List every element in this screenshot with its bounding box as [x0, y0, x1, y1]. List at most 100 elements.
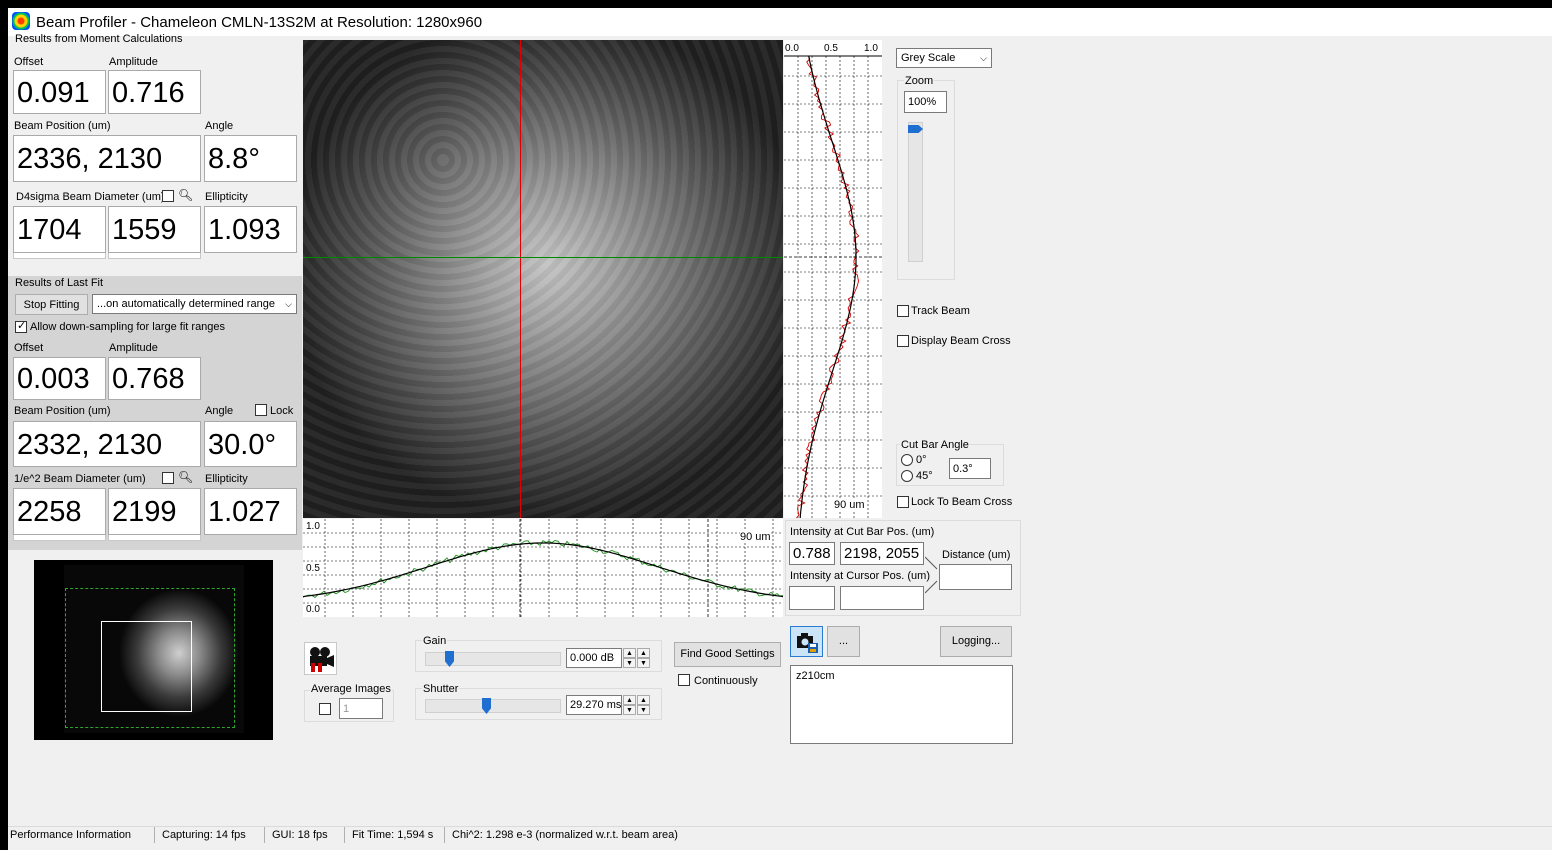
- downsampling-label: Allow down-sampling for large fit ranges: [30, 321, 226, 333]
- angle-45-label: 45°: [916, 470, 933, 482]
- fit-range-select[interactable]: ...on automatically determined range ⌵: [92, 294, 297, 314]
- angle-45-radio[interactable]: [901, 470, 913, 482]
- track-beam-label: Track Beam: [911, 305, 970, 317]
- gain-down-fast-icon[interactable]: ▼: [637, 658, 650, 668]
- moment-section-title: Results from Moment Calculations: [15, 33, 183, 45]
- fit-ellipticity-value: 1.027: [204, 488, 297, 535]
- colormap-chevron-down-icon: ⌵: [980, 53, 987, 63]
- horizontal-profile-svg: [303, 519, 783, 617]
- status-fit-time: Fit Time: 1,594 s: [352, 829, 434, 841]
- shutter-slider-track[interactable]: [425, 698, 561, 714]
- fit-offset-label: Offset: [14, 342, 44, 354]
- title-bar: [8, 8, 1552, 36]
- cursor-intensity-label: Intensity at Cursor Pos. (um): [790, 570, 930, 582]
- moment-offset-label: Offset: [14, 56, 44, 68]
- average-images-input[interactable]: 1: [339, 698, 383, 719]
- fit-diameter-x-bar: [13, 535, 106, 541]
- vprof-tick-0: 0.0: [785, 43, 799, 54]
- continuously-checkbox[interactable]: [678, 674, 690, 686]
- status-separator: [154, 827, 155, 843]
- shutter-down-fast-icon[interactable]: ▼: [637, 705, 650, 715]
- thumbnail-beam: [64, 565, 244, 733]
- gain-up-icon[interactable]: ▲: [623, 648, 636, 658]
- gain-down-icon[interactable]: ▼: [623, 658, 636, 668]
- moment-diameter-checkbox[interactable]: [162, 190, 174, 202]
- video-camera-icon: [310, 647, 334, 672]
- status-separator: [444, 827, 445, 843]
- display-beam-cross-checkbox[interactable]: [897, 335, 909, 347]
- moment-diameter-y: 1559: [108, 206, 201, 253]
- shutter-up-fast-icon[interactable]: ▲: [637, 695, 650, 705]
- moment-amplitude-label: Amplitude: [109, 56, 158, 68]
- moment-position-value: 2336, 2130: [13, 135, 201, 182]
- status-separator: [264, 827, 265, 843]
- beam-image[interactable]: [303, 40, 783, 518]
- cursor-position-value: [840, 586, 924, 610]
- snapshot-button[interactable]: [790, 626, 823, 657]
- zoom-slider-track[interactable]: [908, 122, 923, 262]
- horizontal-profile-plot[interactable]: 1.0 0.5 0.0 90 um: [303, 519, 783, 617]
- colormap-select-value: Grey Scale: [901, 52, 956, 64]
- moment-position-label: Beam Position (um): [14, 120, 111, 132]
- moment-offset-value: 0.091: [13, 70, 106, 114]
- shutter-slider-thumb[interactable]: [482, 698, 491, 714]
- fit-angle-label: Angle: [205, 405, 234, 417]
- fit-amplitude-value: 0.768: [108, 357, 201, 400]
- find-good-settings-button[interactable]: Find Good Settings: [674, 642, 781, 667]
- crosshair-vertical[interactable]: [520, 40, 521, 518]
- zoom-input[interactable]: 100%: [904, 91, 947, 113]
- shutter-input[interactable]: 29.270 ms: [566, 695, 622, 715]
- angle-0-radio[interactable]: [901, 454, 913, 466]
- angle-0-label: 0°: [916, 454, 927, 466]
- gain-slider-thumb[interactable]: [445, 651, 454, 667]
- moment-ellipticity-value: 1.093: [204, 206, 297, 253]
- gain-slider-track[interactable]: [425, 651, 561, 667]
- average-images-checkbox[interactable]: [319, 703, 331, 715]
- moment-angle-value: 8.8°: [204, 135, 297, 182]
- gain-input[interactable]: 0.000 dB: [566, 648, 622, 668]
- zoom-slider-thumb[interactable]: [908, 125, 923, 133]
- track-beam-checkbox[interactable]: [897, 305, 909, 317]
- camera-save-icon: [797, 633, 818, 653]
- cursor-intensity-value: [789, 586, 835, 610]
- moment-diameter-y-bar: [108, 253, 201, 259]
- logging-button[interactable]: Logging...: [940, 626, 1012, 657]
- zoom-label: Zoom: [904, 75, 935, 87]
- lock-beam-cross-checkbox[interactable]: [897, 496, 909, 508]
- shutter-down-icon[interactable]: ▼: [623, 705, 636, 715]
- gain-up-fast-icon[interactable]: ▲: [637, 648, 650, 658]
- fit-lock-checkbox[interactable]: [255, 404, 267, 416]
- stop-fitting-button[interactable]: Stop Fitting: [15, 294, 88, 315]
- crosshair-horizontal[interactable]: [303, 257, 783, 258]
- moment-diameter-x: 1704: [13, 206, 106, 253]
- fit-section-title: Results of Last Fit: [15, 277, 104, 289]
- hprof-fit-curve: [303, 542, 783, 598]
- chevron-down-icon: ⌵: [285, 299, 292, 309]
- overview-thumbnail[interactable]: [34, 560, 273, 740]
- cut-bar-angle-input[interactable]: 0.3°: [949, 458, 991, 479]
- vprof-fit-curve: [799, 55, 857, 518]
- vertical-profile-plot[interactable]: 0.0 0.5 1.0 90 um: [784, 40, 882, 518]
- video-record-button[interactable]: [304, 642, 337, 675]
- fit-diameter-checkbox[interactable]: [162, 472, 174, 484]
- colormap-select[interactable]: Grey Scale ⌵: [896, 48, 992, 68]
- fit-magnifier-icon[interactable]: 🔍︎: [178, 470, 194, 484]
- average-images-label: Average Images: [310, 683, 392, 695]
- downsampling-checkbox[interactable]: [15, 319, 27, 333]
- window-title: Beam Profiler - Chameleon CMLN-13S2M at …: [36, 14, 483, 31]
- shutter-up-icon[interactable]: ▲: [623, 695, 636, 705]
- shutter-label: Shutter: [422, 683, 460, 695]
- gain-label: Gain: [422, 635, 448, 647]
- vprof-scale-label: 90 um: [834, 499, 865, 511]
- vprof-tick-1: 0.5: [824, 43, 838, 54]
- gain-group: [415, 640, 662, 672]
- magnifier-icon[interactable]: 🔍︎: [178, 188, 194, 202]
- fit-diameter-x: 2258: [13, 488, 106, 535]
- app-icon: [12, 12, 30, 30]
- status-separator: [344, 827, 345, 843]
- thumbnail-view-rect[interactable]: [101, 621, 192, 712]
- more-options-button[interactable]: ...: [827, 626, 860, 657]
- fit-position-value: 2332, 2130: [13, 421, 201, 467]
- notes-textarea[interactable]: z210cm: [790, 665, 1013, 744]
- fit-range-select-value: ...on automatically determined range: [97, 298, 275, 310]
